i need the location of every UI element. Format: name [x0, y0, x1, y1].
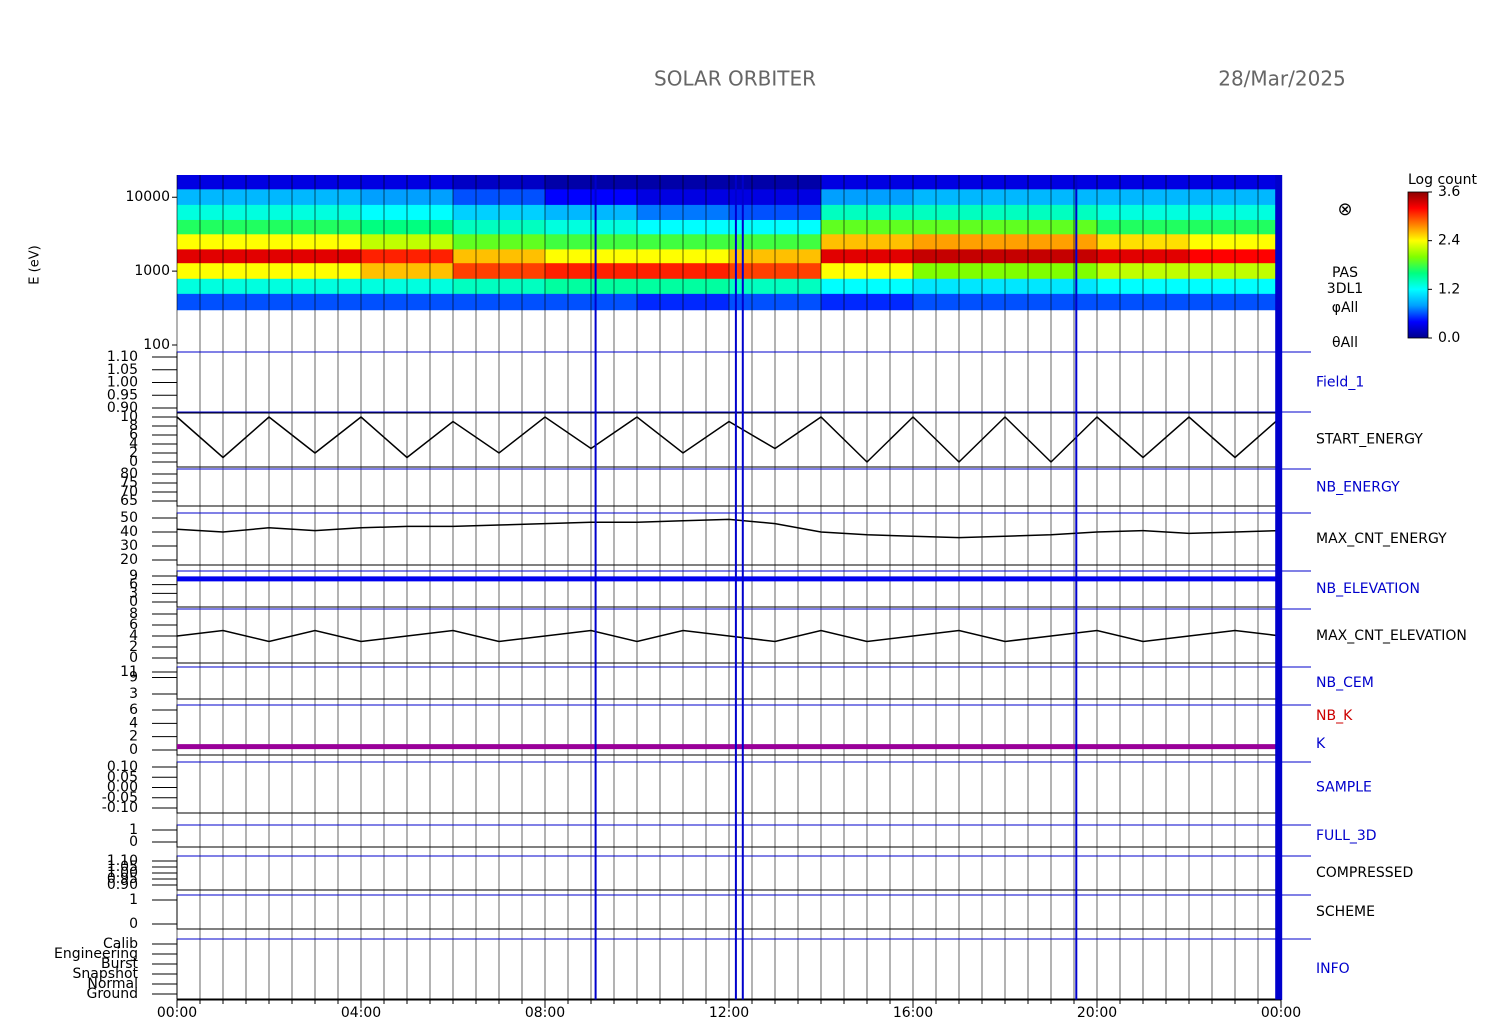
side-label: φAll — [1332, 300, 1359, 316]
y-tick-label: 1.05 — [107, 362, 138, 378]
chart-date: 28/Mar/2025 — [1218, 67, 1346, 91]
y-tick-label: -0.10 — [102, 800, 138, 816]
y-axis-title: E (eV) — [28, 245, 43, 284]
panel-label: FULL_3D — [1316, 828, 1377, 844]
panel-label: Field_1 — [1316, 375, 1364, 391]
y-tick-label: 1.00 — [107, 375, 138, 391]
panel-label: COMPRESSED — [1316, 865, 1413, 881]
panel-label: SAMPLE — [1316, 780, 1372, 796]
side-label: θAll — [1332, 335, 1358, 351]
y-tick-label: 4 — [129, 715, 138, 731]
y-tick-label: Snapshot — [73, 966, 139, 982]
y-tick-label: Burst — [101, 956, 139, 972]
colorbar-tick-label: 3.6 — [1438, 184, 1460, 200]
y-tick-label: 20 — [120, 552, 138, 568]
colorbar-tick-label: 1.2 — [1438, 281, 1460, 297]
y-tick-label: 9 — [129, 568, 138, 584]
y-tick-label: Calib — [103, 936, 138, 952]
y-tick-label: 2 — [129, 639, 138, 655]
y-tick-label: 10000 — [125, 189, 170, 205]
y-tick-label: 2 — [129, 445, 138, 461]
y-tick-label: 1 — [129, 822, 138, 838]
y-tick-label: 1.05 — [107, 859, 138, 875]
y-tick-label: 4 — [129, 628, 138, 644]
y-tick-label: 6 — [129, 577, 138, 593]
side-label: PAS — [1332, 265, 1358, 281]
y-tick-label: 0 — [129, 650, 138, 666]
y-tick-label: 0.05 — [107, 769, 138, 785]
y-tick-label: 0 — [129, 834, 138, 850]
panel-label: INFO — [1316, 961, 1350, 977]
series-line — [176, 629, 1282, 643]
y-tick-label: 0.00 — [107, 780, 138, 796]
side-label: 3DL1 — [1327, 281, 1363, 297]
y-tick-label: 3 — [129, 686, 138, 702]
y-tick-label: 0.95 — [107, 871, 138, 887]
y-tick-label: 0.90 — [107, 877, 138, 893]
y-tick-label: Normal — [87, 976, 138, 992]
x-tick-label: 00:00 — [1261, 1005, 1301, 1020]
y-tick-label: 50 — [120, 510, 138, 526]
y-tick-label: 2 — [129, 729, 138, 745]
panel-label: NB_K — [1316, 708, 1353, 724]
x-tick-label: 16:00 — [893, 1005, 933, 1020]
panel-label: NB_ELEVATION — [1316, 581, 1420, 597]
panel-label: MAX_CNT_ELEVATION — [1316, 628, 1467, 644]
x-tick-label: 04:00 — [341, 1005, 381, 1020]
y-tick-label: 0 — [129, 916, 138, 932]
colorbar-title: Log count — [1408, 172, 1477, 188]
panel-label: START_ENERGY — [1316, 432, 1423, 448]
y-tick-label: Engineering — [54, 946, 138, 962]
y-tick-label: 70 — [120, 484, 138, 500]
x-tick-label: 12:00 — [709, 1005, 749, 1020]
y-tick-label: 0.95 — [107, 387, 138, 403]
y-tick-label: 1000 — [134, 263, 170, 279]
y-tick-label: 10 — [120, 409, 138, 425]
y-tick-label: 0 — [129, 742, 138, 758]
y-tick-label: Ground — [87, 986, 139, 1002]
y-tick-label: 0.90 — [107, 400, 138, 416]
y-tick-label: 40 — [120, 524, 138, 540]
colorbar-tick-label: 0.0 — [1438, 330, 1460, 346]
series-line — [176, 518, 1282, 539]
y-tick-label: 80 — [120, 466, 138, 482]
colorbar-tick-label: 2.4 — [1438, 233, 1460, 249]
y-tick-label: 1.10 — [107, 349, 138, 365]
chart-title: SOLAR ORBITER — [654, 67, 816, 91]
y-tick-label: 30 — [120, 538, 138, 554]
symbol: ⊗ — [1337, 199, 1352, 220]
panel-label: NB_CEM — [1316, 675, 1374, 691]
y-tick-label: 6 — [129, 702, 138, 718]
y-tick-label: 1.00 — [107, 865, 138, 881]
x-tick-label: 20:00 — [1077, 1005, 1117, 1020]
panel-label: K — [1316, 736, 1326, 752]
colorbar — [1407, 191, 1429, 339]
y-tick-label: 3 — [129, 585, 138, 601]
x-tick-label: 00:00 — [157, 1005, 197, 1020]
y-tick-label: 6 — [129, 427, 138, 443]
y-tick-label: 4 — [129, 436, 138, 452]
y-tick-label: 9 — [129, 670, 138, 686]
panel-label: NB_ENERGY — [1316, 480, 1400, 496]
y-tick-label: 6 — [129, 617, 138, 633]
y-tick-label: 0 — [129, 594, 138, 610]
series-line — [176, 415, 1282, 464]
y-tick-label: 1 — [129, 892, 138, 908]
y-tick-label: 11 — [120, 664, 138, 680]
y-tick-label: 75 — [120, 475, 138, 491]
y-tick-label: 1.10 — [107, 853, 138, 869]
panel-label: SCHEME — [1316, 904, 1375, 920]
panel-label: MAX_CNT_ENERGY — [1316, 531, 1447, 547]
y-tick-label: 0 — [129, 454, 138, 470]
x-tick-label: 08:00 — [525, 1005, 565, 1020]
y-tick-label: 0.10 — [107, 759, 138, 775]
y-tick-label: 8 — [129, 418, 138, 434]
y-tick-label: 65 — [120, 493, 138, 509]
y-tick-label: 8 — [129, 606, 138, 622]
y-tick-label: -0.05 — [102, 790, 138, 806]
y-tick-label: 100 — [143, 337, 170, 353]
